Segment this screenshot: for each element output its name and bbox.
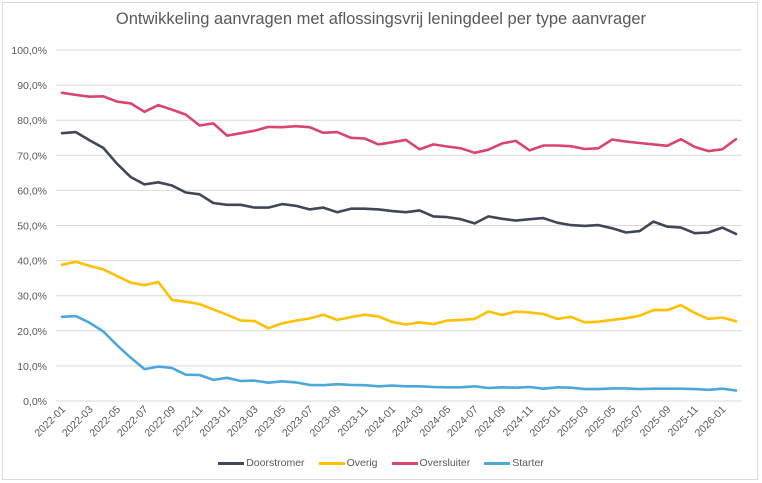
legend-swatch — [318, 461, 345, 465]
legend-label: Starter — [512, 457, 544, 469]
series-line-doorstromer — [60, 130, 738, 236]
y-tick-label: 90,0% — [17, 80, 47, 92]
legend-item-oversluiter: Oversluiter — [391, 457, 471, 469]
y-tick-label: 0,0% — [23, 396, 47, 408]
chart-legend: Doorstromer Overig Oversluiter Starter — [0, 457, 762, 469]
x-tick-label: 2026-01 — [693, 404, 729, 440]
y-tick-label: 30,0% — [17, 291, 47, 303]
legend-swatch — [484, 461, 511, 465]
series-line-overig — [60, 260, 738, 330]
legend-label: Doorstromer — [246, 457, 305, 469]
y-tick-label: 100,0% — [11, 45, 47, 57]
y-tick-label: 60,0% — [17, 185, 47, 197]
legend-item-doorstromer: Doorstromer — [218, 457, 305, 469]
legend-swatch — [391, 461, 418, 465]
series-line-starter — [60, 314, 738, 392]
legend-label: Overig — [346, 457, 378, 469]
y-tick-label: 50,0% — [17, 221, 47, 233]
y-tick-label: 10,0% — [17, 361, 47, 373]
legend-item-overig: Overig — [318, 457, 378, 469]
series-line-oversluiter — [60, 91, 738, 155]
legend-label: Oversluiter — [419, 457, 471, 469]
y-tick-label: 80,0% — [17, 115, 47, 127]
legend-swatch — [218, 461, 245, 465]
y-tick-label: 20,0% — [17, 326, 47, 338]
y-tick-label: 70,0% — [17, 150, 47, 162]
y-tick-label: 40,0% — [17, 256, 47, 268]
chart-title: Ontwikkeling aanvragen met aflossingsvri… — [115, 10, 647, 28]
legend-item-starter: Starter — [484, 457, 544, 469]
